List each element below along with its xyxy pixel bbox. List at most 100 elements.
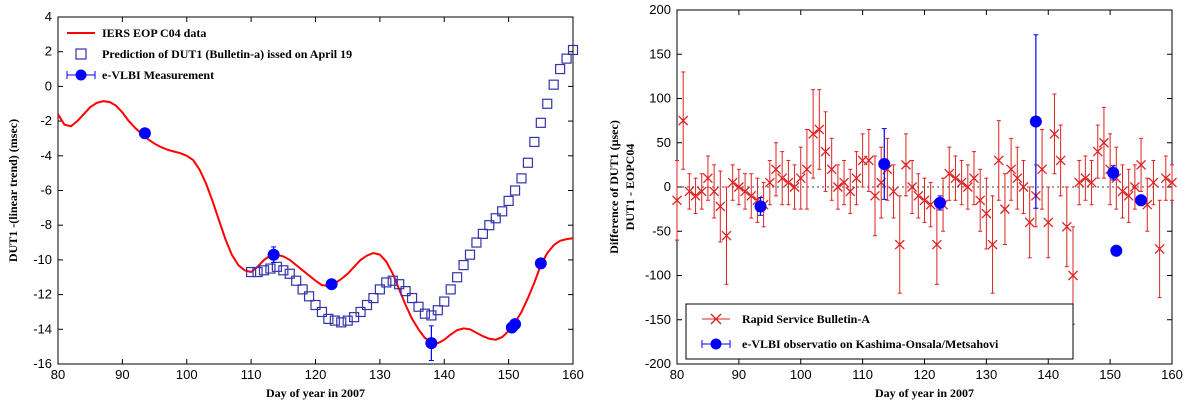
legend-swatch-circle (710, 338, 722, 350)
bulletin-x-marker (913, 190, 924, 201)
legend-label: Rapid Service Bulletin-A (742, 312, 870, 326)
y-tick-label: 200 (649, 2, 671, 17)
x-tick-label: 80 (670, 367, 684, 382)
x-axis-label: Day of year in 2007 (266, 386, 365, 400)
bulletin-x-marker (1123, 190, 1134, 201)
prediction-square-marker (471, 237, 482, 248)
bulletin-x-marker (999, 204, 1010, 215)
prediction-square-marker (368, 292, 379, 304)
evlbi-point-marker (1107, 166, 1120, 179)
prediction-square-marker (323, 313, 334, 324)
y-tick-label: -150 (645, 312, 671, 327)
bulletin-x-marker (746, 190, 757, 201)
y-tick-label: 100 (649, 91, 671, 106)
prediction-square-marker (542, 98, 553, 109)
bulletin-x-marker (845, 186, 856, 197)
legend-swatch-circle (75, 69, 87, 81)
prediction-square-marker (297, 284, 308, 295)
y-tick-label: -100 (645, 268, 671, 283)
prediction-square-marker (400, 286, 411, 297)
bulletin-x-marker (925, 199, 936, 210)
bulletin-x-marker (981, 208, 992, 219)
bulletin-x-marker (764, 177, 775, 188)
bulletin-x-marker (789, 182, 800, 192)
x-tick-label: 110 (241, 367, 262, 382)
bulletin-x-marker (1074, 177, 1085, 188)
prediction-square-marker (490, 213, 501, 224)
evlbi-point-marker (933, 196, 946, 209)
bulletin-x-marker (1061, 221, 1072, 232)
bulletin-x-marker (863, 155, 874, 166)
prediction-square-marker (336, 317, 347, 328)
y-tick-label: 4 (45, 9, 52, 24)
prediction-square-marker (484, 220, 495, 231)
bulletin-x-marker (975, 195, 986, 206)
evlbi-point-marker (1110, 244, 1123, 257)
bulletin-x-marker (944, 168, 955, 179)
prediction-square-marker (477, 228, 488, 239)
bulletin-x-marker (1117, 186, 1128, 197)
bulletin-x-marker (956, 177, 967, 188)
bulletin-x-marker (1098, 137, 1109, 148)
prediction-square-marker (548, 79, 559, 90)
x-tick-label: 90 (115, 367, 129, 382)
bulletin-x-marker (771, 164, 781, 175)
y-axis-label-secondary: DUT1 - EOPC04 (623, 144, 637, 231)
legend: Rapid Service Bulletin-A e-VLBI observati… (685, 303, 1074, 360)
prediction-square-marker (278, 265, 289, 276)
legend-swatch-square (75, 48, 87, 60)
x-axis-label: Day of year in 2007 (875, 386, 974, 400)
bulletin-x-marker (740, 186, 751, 197)
bulletin-x-marker (1092, 146, 1103, 157)
prediction-square-marker (567, 44, 579, 56)
bulletin-x-marker (709, 186, 720, 197)
prediction-square-marker (316, 306, 328, 318)
bulletin-x-marker (678, 115, 689, 126)
prediction-square-marker (394, 279, 405, 290)
bulletin-x-marker (1055, 155, 1066, 166)
y-tick-label: -16 (33, 356, 52, 371)
bulletin-x-marker (919, 195, 930, 206)
y-tick-label: -6 (40, 183, 52, 198)
prediction-square-marker (516, 173, 527, 184)
bulletin-x-marker (696, 186, 707, 197)
y-tick-label: 50 (657, 135, 671, 150)
bulletin-x-marker (1136, 159, 1147, 170)
legend-label: Prediction of DUT1 (Bulletin-a) issed on… (102, 47, 352, 61)
evlbi-point-marker (509, 318, 522, 331)
bulletin-x-marker (1024, 217, 1035, 228)
prediction-square-marker (561, 53, 572, 64)
x-tick-label: 160 (562, 367, 584, 382)
y-tick-label: 0 (45, 78, 52, 93)
x-tick-label: 130 (369, 367, 391, 382)
evlbi-point-marker (878, 157, 891, 170)
prediction-square-marker (426, 310, 437, 321)
bulletin-x-marker (777, 173, 788, 184)
bulletin-x-marker (1080, 173, 1091, 184)
prediction-square-marker (452, 272, 463, 283)
prediction-square-marker (329, 315, 340, 326)
evlbi-point-marker (138, 127, 151, 140)
evlbi-point-marker (425, 337, 438, 350)
bulletin-x-marker (1068, 270, 1078, 281)
chart-left-dut1: 80 90 100 110 120 130 140 150 160 -16 -14 -12 -10 -8 -… (6, 9, 584, 400)
prediction-square-marker (458, 260, 469, 271)
x-tick-label: 120 (914, 367, 936, 382)
bulletin-x-marker (1012, 173, 1023, 184)
bulletin-x-marker (672, 195, 682, 206)
prediction-square-marker (445, 284, 456, 295)
legend-label: e-VLBI observatio on Kashima-Onsala/Mets… (742, 337, 999, 351)
bulletin-x-marker (702, 173, 713, 184)
y-tick-label: -12 (33, 287, 52, 302)
bulletin-x-marker (820, 146, 831, 157)
y-tick-label: -14 (33, 321, 52, 336)
bulletin-x-marker (894, 239, 905, 250)
bulletin-x-marker (1049, 128, 1060, 139)
evlbi-point-marker (1135, 194, 1148, 207)
x-tick-label: 100 (790, 367, 812, 382)
prediction-square-marker (291, 275, 302, 286)
bulletin-x-marker (1043, 217, 1054, 228)
bulletin-x-marker (1160, 173, 1171, 184)
prediction-square-marker (265, 263, 276, 274)
bulletin-x-marker (969, 173, 979, 184)
